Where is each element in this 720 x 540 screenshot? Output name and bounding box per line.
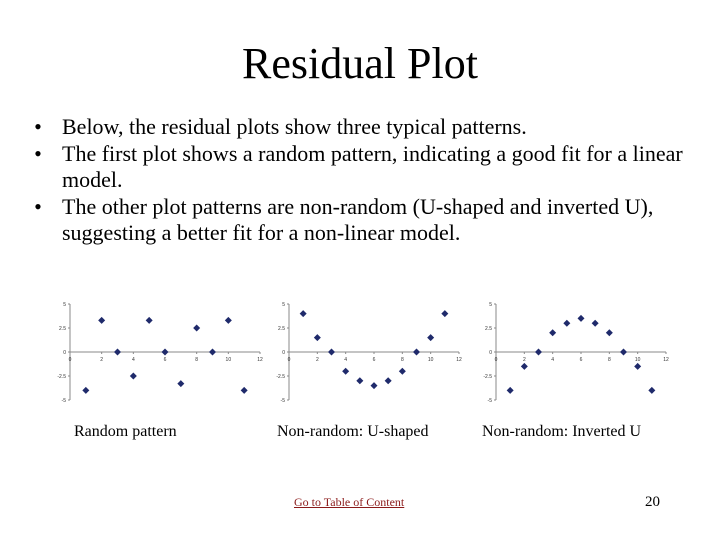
bullet-dot: • bbox=[34, 141, 42, 166]
data-point bbox=[145, 316, 153, 324]
page-number: 20 bbox=[645, 494, 660, 510]
y-tick-label: 5 bbox=[282, 302, 285, 308]
x-tick-label: 4 bbox=[551, 357, 554, 363]
data-point bbox=[240, 386, 248, 394]
y-tick-label: 2.5 bbox=[485, 326, 492, 332]
y-tick-label: 0 bbox=[489, 350, 492, 356]
data-point bbox=[427, 334, 435, 342]
data-point bbox=[591, 319, 599, 327]
data-point bbox=[299, 310, 307, 318]
data-point bbox=[605, 329, 613, 337]
x-tick-label: 12 bbox=[456, 357, 462, 363]
inverted-u-chart: 5 2.5 0 -2.5 -5 0 2 4 6 8 10 12 bbox=[482, 296, 672, 404]
x-tick-label: 2 bbox=[523, 357, 526, 363]
y-tick-label: 0 bbox=[282, 350, 285, 356]
bullet-text: The other plot patterns are non-random (… bbox=[62, 194, 654, 245]
bullet-list: • Below, the residual plots show three ty… bbox=[28, 114, 698, 247]
x-tick-label: 2 bbox=[316, 357, 319, 363]
data-point bbox=[441, 310, 449, 318]
data-point bbox=[209, 348, 216, 356]
data-point bbox=[177, 380, 185, 388]
data-point bbox=[328, 348, 335, 356]
y-tick-label: -2.5 bbox=[483, 374, 492, 380]
y-tick-label: -5 bbox=[62, 398, 67, 404]
x-tick-label: 12 bbox=[257, 357, 263, 363]
u-shaped-chart: 5 2.5 0 -2.5 -5 0 2 4 6 8 10 12 bbox=[275, 296, 465, 404]
data-point bbox=[129, 372, 137, 380]
data-point bbox=[620, 348, 627, 356]
y-tick-label: 2.5 bbox=[278, 326, 285, 332]
data-point bbox=[549, 329, 557, 337]
x-tick-label: 0 bbox=[495, 357, 498, 363]
data-point bbox=[161, 348, 169, 356]
x-tick-label: 12 bbox=[663, 357, 669, 363]
data-point bbox=[563, 319, 571, 327]
caption-u-shaped: Non-random: U-shaped bbox=[277, 423, 429, 440]
data-point bbox=[193, 324, 201, 332]
data-point bbox=[114, 348, 121, 356]
x-tick-label: 8 bbox=[401, 357, 404, 363]
y-tick-label: -2.5 bbox=[276, 374, 285, 380]
data-point bbox=[356, 377, 364, 385]
data-point bbox=[98, 316, 106, 324]
x-tick-label: 8 bbox=[608, 357, 611, 363]
x-tick-label: 6 bbox=[164, 357, 167, 363]
data-point bbox=[577, 314, 585, 322]
bullet-text: The first plot shows a random pattern, i… bbox=[62, 141, 683, 192]
data-point bbox=[82, 386, 90, 394]
bullet-dot: • bbox=[34, 114, 42, 139]
x-tick-label: 4 bbox=[344, 357, 347, 363]
x-tick-label: 0 bbox=[69, 357, 72, 363]
data-point bbox=[413, 348, 420, 356]
data-point bbox=[634, 362, 642, 370]
data-point bbox=[224, 316, 232, 324]
y-tick-label: -2.5 bbox=[57, 374, 66, 380]
y-tick-label: 5 bbox=[489, 302, 492, 308]
bullet-text: Below, the residual plots show three typ… bbox=[62, 114, 527, 139]
x-tick-label: 4 bbox=[132, 357, 135, 363]
bullet-item: • The first plot shows a random pattern, … bbox=[28, 141, 698, 193]
residual-plot-svg: 5 2.5 0 -2.5 -5 0 2 4 6 8 10 12 bbox=[276, 302, 462, 404]
caption-random: Random pattern bbox=[74, 423, 177, 440]
slide-title: Residual Plot bbox=[242, 39, 478, 88]
random-pattern-chart: 5 2.5 0 -2.5 -5 0 2 4 6 8 10 12 bbox=[56, 296, 266, 404]
bullet-item: • Below, the residual plots show three ty… bbox=[28, 114, 698, 140]
x-tick-label: 0 bbox=[288, 357, 291, 363]
bullet-dot: • bbox=[34, 194, 42, 219]
x-tick-label: 10 bbox=[226, 357, 232, 363]
x-tick-label: 6 bbox=[373, 357, 376, 363]
data-point bbox=[342, 367, 350, 375]
data-point bbox=[535, 348, 542, 356]
x-tick-label: 2 bbox=[100, 357, 103, 363]
data-point bbox=[648, 386, 656, 394]
y-tick-label: -5 bbox=[488, 398, 493, 404]
y-tick-label: 0 bbox=[63, 350, 66, 356]
caption-inverted-u: Non-random: Inverted U bbox=[482, 423, 642, 440]
data-point bbox=[313, 334, 321, 342]
data-point bbox=[384, 377, 392, 385]
y-tick-label: 5 bbox=[63, 302, 66, 308]
x-tick-label: 6 bbox=[580, 357, 583, 363]
residual-plot-svg: 5 2.5 0 -2.5 -5 0 2 4 6 8 10 12 bbox=[57, 302, 263, 404]
residual-plot-svg: 5 2.5 0 -2.5 -5 0 2 4 6 8 10 12 bbox=[483, 302, 669, 404]
data-point bbox=[506, 386, 514, 394]
x-tick-label: 8 bbox=[195, 357, 198, 363]
data-point bbox=[520, 362, 528, 370]
table-of-content-link[interactable]: Go to Table of Content bbox=[294, 495, 405, 509]
bullet-item: • The other plot patterns are non-random … bbox=[28, 194, 698, 246]
data-point bbox=[398, 367, 406, 375]
data-point bbox=[370, 382, 378, 390]
x-tick-label: 10 bbox=[635, 357, 641, 363]
y-tick-label: -5 bbox=[281, 398, 286, 404]
y-tick-label: 2.5 bbox=[59, 326, 66, 332]
x-tick-label: 10 bbox=[428, 357, 434, 363]
